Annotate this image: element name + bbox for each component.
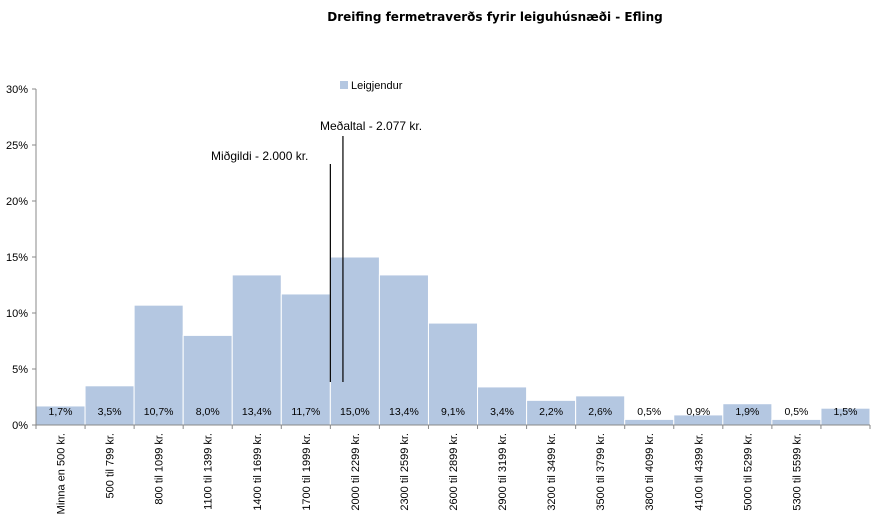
x-tick-label: 2300 til 2599 kr. (399, 433, 411, 511)
y-tick-label: 10% (6, 308, 28, 320)
bar (771, 418, 822, 426)
y-tick-label: 25% (6, 140, 28, 152)
x-tick-label: 3200 til 3499 kr. (546, 433, 558, 511)
x-tick-label: 500 til 799 kr. (105, 433, 117, 498)
legend-label: Leigjendur (351, 80, 403, 92)
annotation-label: Meðaltal - 2.077 kr. (320, 119, 422, 133)
x-tick-label: 2000 til 2299 kr. (350, 433, 362, 511)
bar (182, 334, 233, 426)
x-tick-label: 3800 til 4099 kr. (644, 433, 656, 511)
bar (575, 395, 626, 426)
legend: Leigjendur (340, 80, 403, 92)
y-tick-label: 15% (6, 252, 28, 264)
data-label: 2,6% (588, 406, 612, 418)
data-label: 1,7% (49, 406, 73, 418)
bar (231, 274, 282, 426)
data-label: 2,2% (539, 406, 563, 418)
y-tick-label: 5% (12, 364, 28, 376)
bar (329, 256, 380, 426)
data-label: 15,0% (340, 406, 370, 418)
data-label: 13,4% (389, 406, 419, 418)
x-tick-label: 1100 til 1399 kr. (203, 433, 215, 510)
data-label: 9,1% (441, 406, 465, 418)
data-label: 1,5% (834, 406, 858, 418)
data-label: 3,5% (98, 406, 122, 418)
x-tick-label: 1700 til 1999 kr. (301, 433, 313, 511)
annotations: Miðgildi - 2.000 kr. Meðaltal - 2.077 kr. (211, 119, 422, 382)
bar (133, 304, 184, 426)
data-label: 1,9% (735, 406, 759, 418)
data-label: 3,4% (490, 406, 514, 418)
annotation-label: Miðgildi - 2.000 kr. (211, 149, 308, 163)
x-tick-label: 5300 til 5599 kr. (791, 433, 803, 511)
data-label: 0,5% (784, 406, 808, 418)
y-tick-label: 0% (12, 420, 28, 432)
x-tick-label: 800 til 1099 kr. (154, 433, 166, 505)
data-label: 8,0% (196, 406, 220, 418)
x-axis: Minna en 500 kr. 500 til 799 kr. 800 til 1… (35, 424, 871, 514)
x-tick-label: 3500 til 3799 kr. (595, 433, 607, 511)
bars: 1,7% 3,5% 10,7% 8,0% 13,4% 11,7% 15,0% 13,4% 9,1… (35, 256, 871, 426)
data-label: 10,7% (144, 406, 174, 418)
y-tick-label: 30% (6, 84, 28, 96)
data-label: 0,5% (637, 406, 661, 418)
data-label: 11,7% (291, 406, 320, 418)
x-tick-label: 4100 til 4399 kr. (693, 433, 705, 511)
x-tick-label: 2900 til 3199 kr. (497, 433, 509, 511)
x-tick-label: 2600 til 2899 kr. (448, 433, 460, 511)
x-tick-label: Minna en 500 kr. (56, 433, 68, 514)
y-tick-label: 20% (6, 196, 28, 208)
legend-swatch (340, 81, 348, 89)
chart-title: Dreifing fermetraverðs fyrir leiguhúsnæð… (327, 10, 663, 24)
y-axis: 0% 5% 10% 15% 20% 25% 30% (6, 84, 37, 432)
data-label: 0,9% (686, 406, 710, 418)
x-tick-label: 1400 til 1699 kr. (252, 433, 264, 511)
bar (378, 274, 429, 426)
data-label: 13,4% (242, 406, 272, 418)
bar (624, 418, 675, 426)
x-tick-label: 5000 til 5299 kr. (742, 433, 754, 511)
bar (84, 385, 135, 426)
